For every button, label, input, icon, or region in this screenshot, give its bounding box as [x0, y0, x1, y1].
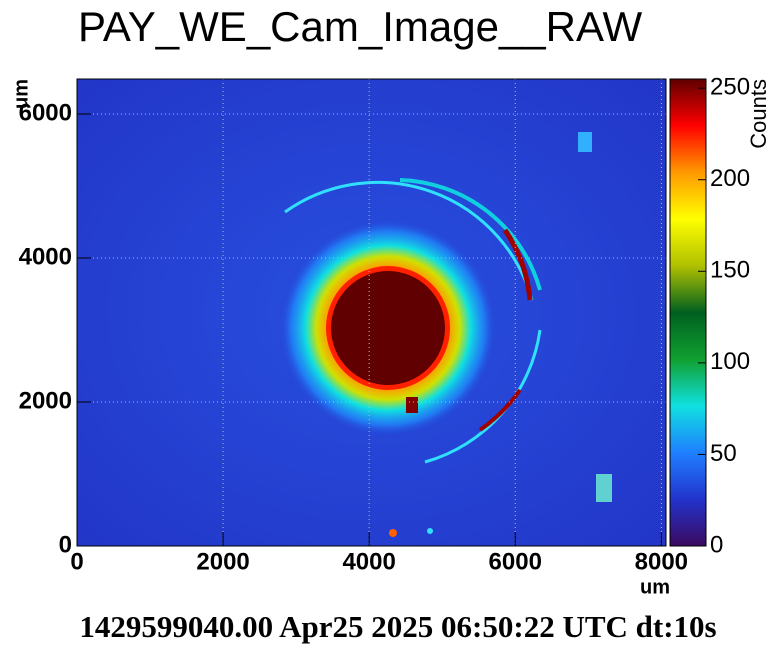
spot [427, 528, 433, 534]
spot [406, 397, 418, 413]
arc [502, 228, 533, 301]
colorbar-label: Counts [746, 79, 771, 149]
y-axis-label: um [10, 79, 32, 109]
x-tick-label: 0 [70, 548, 83, 575]
spot [578, 132, 592, 152]
spot [331, 271, 445, 385]
arc [478, 388, 522, 432]
y-tick-label: 0 [59, 531, 72, 558]
arc [284, 180, 534, 301]
z-tick-label: 150 [710, 257, 750, 284]
x-tick-label: 2000 [196, 548, 249, 575]
x-axis-label: um [640, 576, 670, 598]
z-tick-label: 50 [710, 440, 737, 467]
plot-frame [76, 78, 667, 547]
z-tick-label: 200 [710, 165, 750, 192]
chart-title: PAY_WE_Cam_Image__RAW [78, 3, 642, 50]
colorbar [669, 78, 707, 547]
x-tick-label: 8000 [635, 548, 688, 575]
y-tick-label: 2000 [19, 387, 72, 414]
arc [399, 178, 542, 291]
spot [389, 529, 397, 537]
image [77, 79, 666, 546]
y-tick-label: 4000 [19, 243, 72, 270]
spot [596, 474, 612, 502]
x-tick-label: 6000 [489, 548, 542, 575]
z-tick-label: 0 [710, 531, 723, 558]
z-tick-label: 250 [710, 74, 750, 101]
z-tick-label: 100 [710, 348, 750, 375]
x-tick-label: 4000 [342, 548, 395, 575]
footer: 1429599040.00 Apr25 2025 06:50:22 UTC dt… [79, 609, 716, 644]
y-tick-label: 6000 [19, 99, 72, 126]
